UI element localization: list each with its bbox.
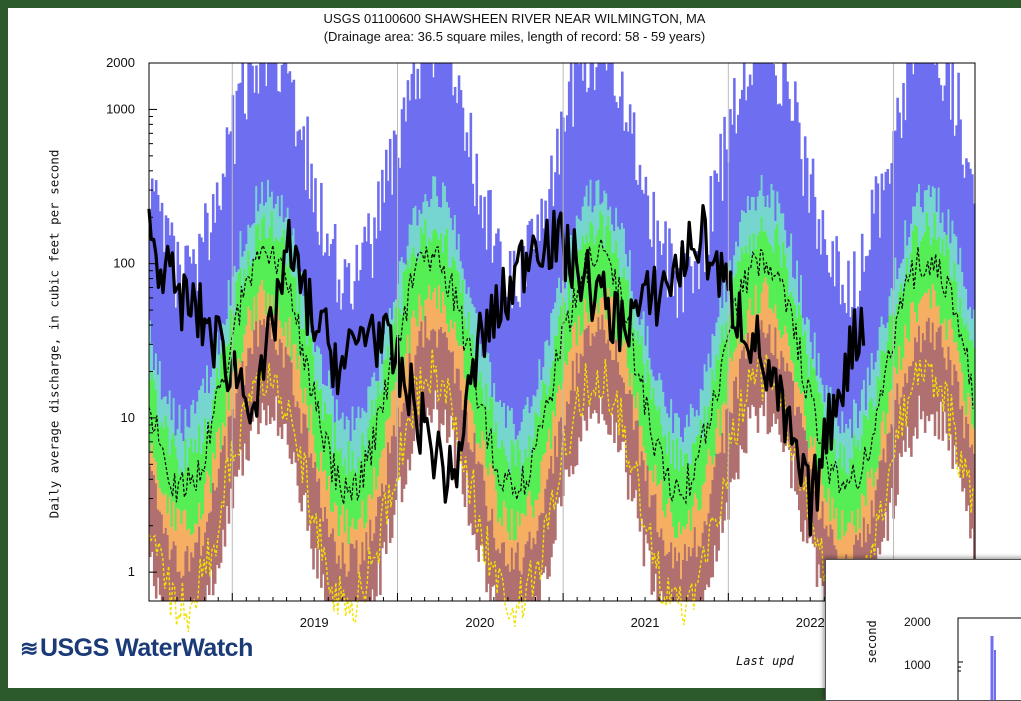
y-tick-label: 100: [113, 256, 135, 271]
y-tick-label: 2000: [106, 55, 135, 70]
logo-text: USGS WaterWatch: [40, 634, 253, 662]
inset-chart-thumbnail[interactable]: 2000 1000 second: [825, 559, 1021, 701]
y-tick-label: 1000: [106, 101, 135, 116]
y-tick-label: 10: [121, 410, 135, 425]
usgs-wave-icon: ≋: [20, 636, 38, 662]
last-updated-text: Last upd: [736, 654, 794, 668]
x-tick-label: 2022: [796, 615, 825, 630]
inset-plot: [826, 560, 1021, 700]
x-tick-label: 2019: [300, 615, 329, 630]
y-tick-label: 1: [128, 564, 135, 579]
x-tick-label: 2021: [631, 615, 660, 630]
usgs-waterwatch-logo[interactable]: ≋USGS WaterWatch: [20, 634, 253, 663]
x-tick-label: 2020: [465, 615, 494, 630]
